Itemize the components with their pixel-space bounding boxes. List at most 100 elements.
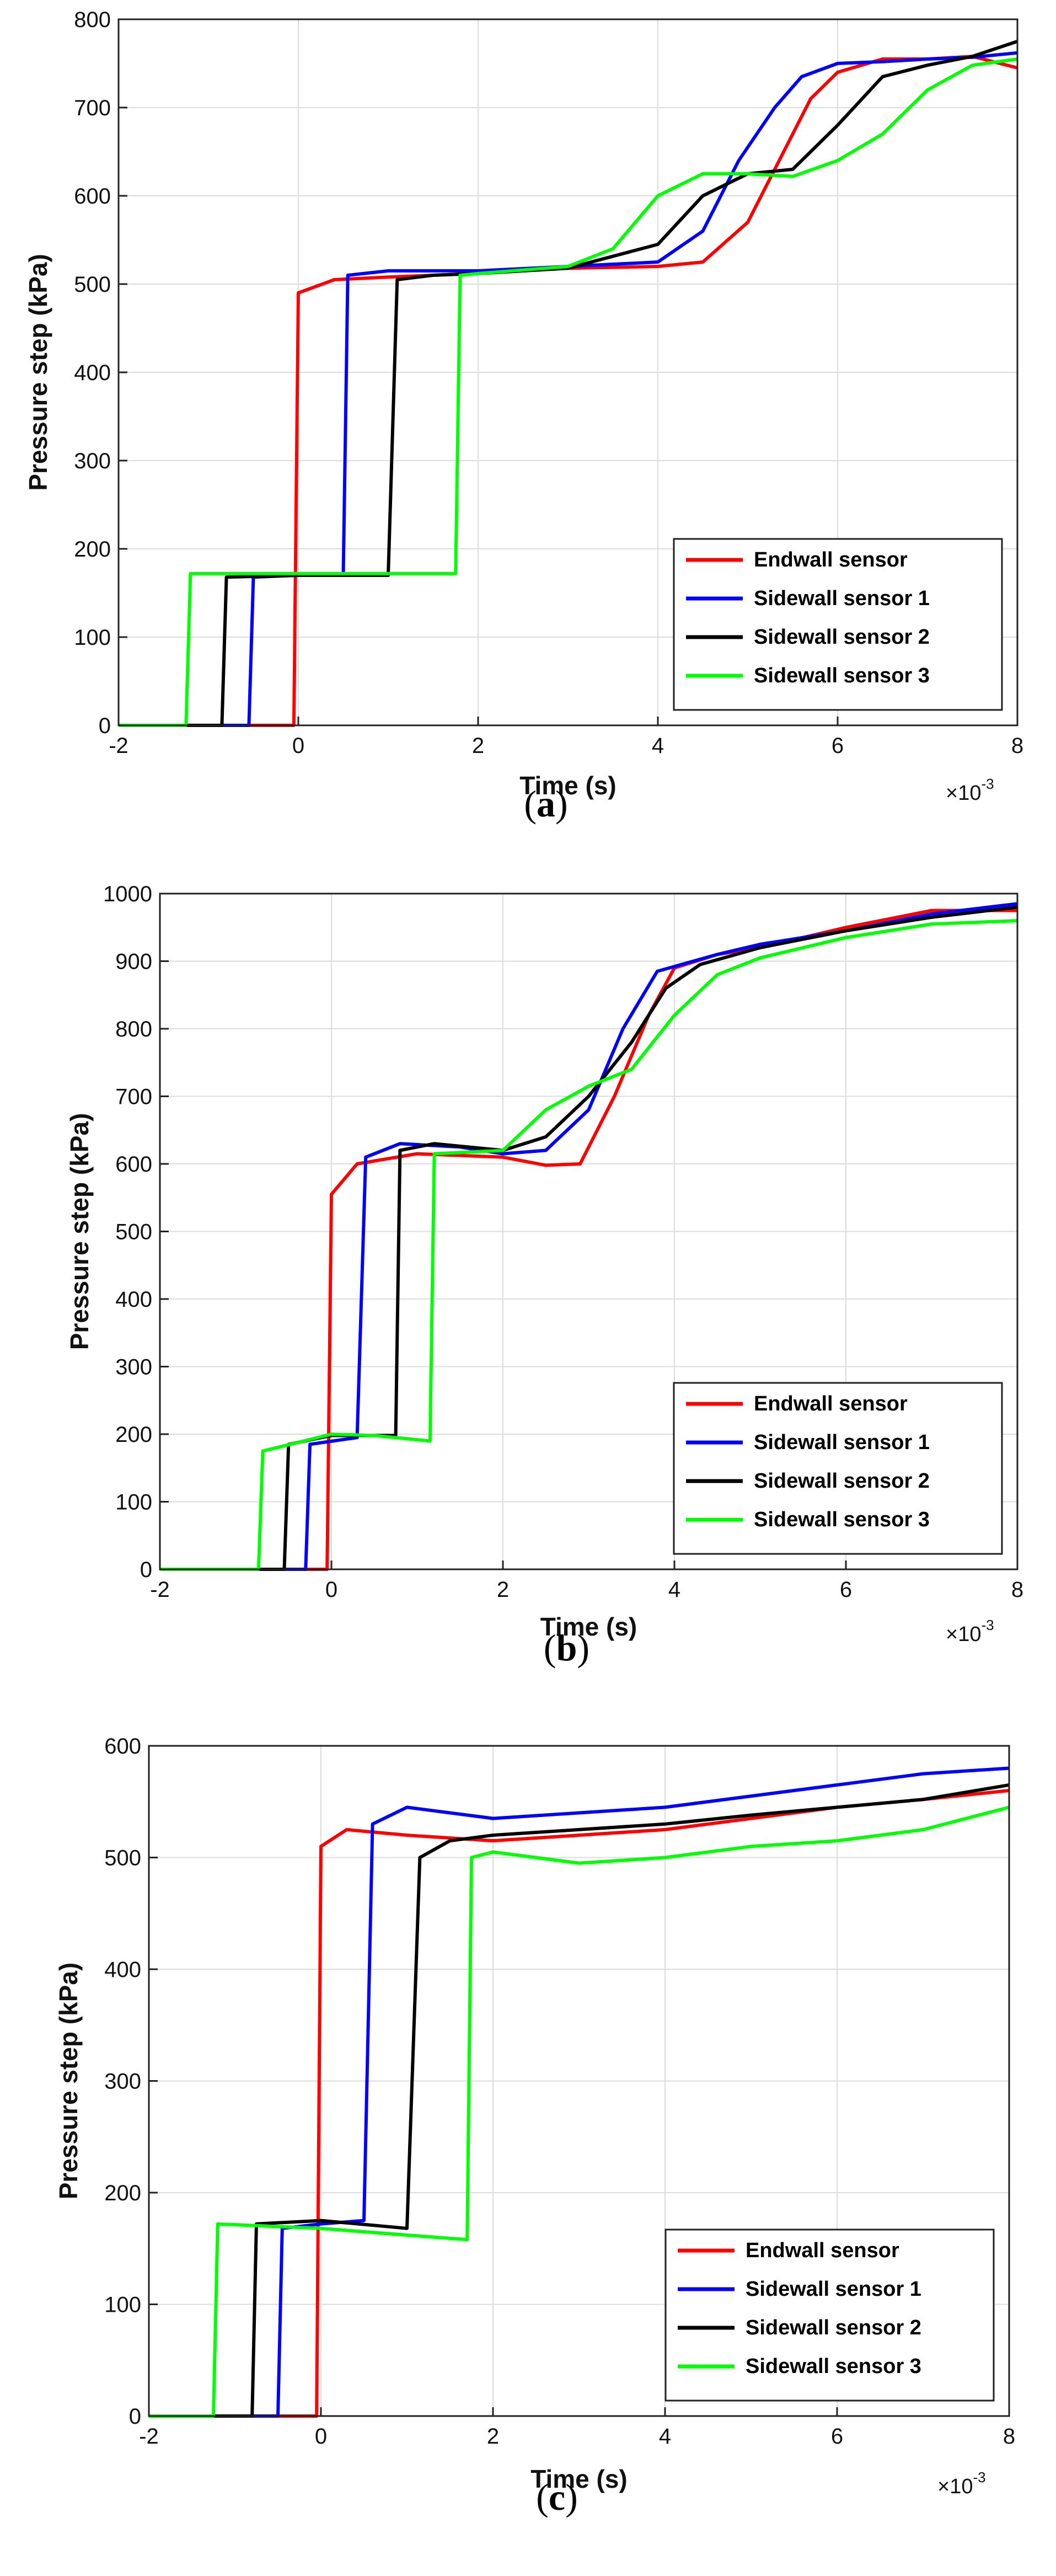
x-multiplier-base: ×10 <box>946 1623 981 1646</box>
panel-label-open: ( <box>524 783 537 825</box>
legend-entry: Sidewall sensor 2 <box>746 2316 921 2339</box>
y-tick-label: 200 <box>115 1423 152 1447</box>
legend-entry: Endwall sensor <box>754 1392 908 1415</box>
legend-entry: Sidewall sensor 2 <box>754 626 930 649</box>
x-multiplier-exponent: -3 <box>981 776 994 792</box>
y-tick-label: 1000 <box>103 882 152 906</box>
y-tick-label: 500 <box>104 1846 141 1870</box>
x-axis-label: Time (s) <box>530 2465 628 2493</box>
x-axis-label: Time (s) <box>519 771 617 800</box>
legend-entry: Endwall sensor <box>754 548 908 571</box>
x-tick-label: 8 <box>1003 2424 1015 2449</box>
series-line-sidewall-sensor-1 <box>160 902 1018 1571</box>
y-tick-label: 0 <box>99 714 111 738</box>
legend-entry: Sidewall sensor 1 <box>754 587 930 610</box>
y-tick-label: 100 <box>104 2293 141 2317</box>
y-tick-label: 0 <box>129 2404 141 2429</box>
x-multiplier-base: ×10 <box>946 782 981 805</box>
y-tick-label: 600 <box>74 184 111 209</box>
x-tick-label: 4 <box>668 1578 680 1602</box>
x-multiplier-exponent: -3 <box>973 2469 985 2486</box>
panel-label-open: ( <box>544 1627 556 1669</box>
x-tick-label: 2 <box>487 2424 499 2449</box>
series-line-sidewall-sensor-3 <box>149 1805 1010 2418</box>
x-multiplier-base: ×10 <box>937 2475 973 2498</box>
y-tick-label: 700 <box>74 96 111 120</box>
series-line-sidewall-sensor-2 <box>119 40 1018 727</box>
panel-label-letter: b <box>556 1627 577 1669</box>
x-tick-label: -2 <box>139 2424 159 2449</box>
y-tick-label: 300 <box>115 1355 152 1380</box>
x-multiplier-exponent: -3 <box>981 1617 994 1633</box>
legend-entry: Sidewall sensor 3 <box>754 664 930 687</box>
y-tick-label: 100 <box>115 1490 152 1515</box>
panel-label-close: ) <box>577 1627 589 1669</box>
legend: Endwall sensor Sidewall sensor 1 Sidewall … <box>673 1382 1003 1555</box>
x-multiplier: ×10-3 <box>946 776 994 805</box>
y-tick-label: 500 <box>115 1220 152 1244</box>
panel-label-open: ( <box>536 2476 549 2518</box>
panel-label-letter: a <box>537 783 555 825</box>
x-tick-label: 8 <box>1011 1578 1023 1602</box>
legend-box <box>664 2228 995 2402</box>
y-tick-label: 900 <box>115 950 152 974</box>
x-tick-label: 8 <box>1011 734 1023 758</box>
x-tick-label: 6 <box>832 734 844 758</box>
legend-entry: Sidewall sensor 1 <box>746 2278 921 2301</box>
y-tick-label: 300 <box>74 449 111 473</box>
x-tick-label: 4 <box>659 2424 671 2449</box>
y-axis-label: Pressure step (kPa) <box>54 1963 83 2200</box>
y-tick-label: 400 <box>115 1287 152 1312</box>
legend: Endwall sensor Sidewall sensor 1 Sidewall … <box>664 2228 995 2402</box>
x-multiplier: ×10-3 <box>946 1617 994 1646</box>
y-tick-label: 400 <box>74 361 111 385</box>
panel-label: (b) <box>544 1627 589 1669</box>
y-axis-label: Pressure step (kPa) <box>65 1113 94 1350</box>
x-tick-label: 2 <box>497 1578 509 1602</box>
y-tick-label: 300 <box>104 2070 141 2094</box>
x-tick-label: 2 <box>472 734 484 758</box>
y-tick-label: 600 <box>104 1734 141 1759</box>
y-tick-label: 600 <box>115 1152 152 1177</box>
x-tick-label: -2 <box>150 1578 170 1602</box>
x-tick-label: 6 <box>831 2424 843 2449</box>
series-line-endwall-sensor <box>119 55 1018 727</box>
y-tick-label: 800 <box>115 1017 152 1041</box>
legend-entry: Endwall sensor <box>746 2239 899 2262</box>
legend-entry: Sidewall sensor 1 <box>754 1431 930 1454</box>
x-tick-label: 6 <box>840 1578 852 1602</box>
series-line-sidewall-sensor-2 <box>149 1783 1010 2418</box>
series-line-sidewall-sensor-3 <box>160 919 1018 1571</box>
legend: Endwall sensor Sidewall sensor 1 Sidewall … <box>673 538 1003 711</box>
legend-entry: Sidewall sensor 3 <box>746 2355 921 2378</box>
panel-label-letter: c <box>549 2476 565 2518</box>
chart-panel-b: -2 0 2 4 6 801002003004005006007008009001000T… <box>65 882 1023 1669</box>
y-tick-label: 200 <box>74 537 111 562</box>
x-tick-label: 0 <box>315 2424 327 2449</box>
y-tick-label: 200 <box>104 2181 141 2205</box>
legend-entry: Sidewall sensor 2 <box>754 1469 930 1493</box>
x-multiplier: ×10-3 <box>937 2469 986 2498</box>
y-tick-label: 400 <box>104 1958 141 1982</box>
y-tick-label: 0 <box>140 1558 152 1582</box>
y-tick-label: 100 <box>74 626 111 650</box>
panel-label-close: ) <box>565 2476 578 2518</box>
x-axis-label: Time (s) <box>540 1612 637 1641</box>
panel-label: (c) <box>536 2476 578 2518</box>
x-tick-label: 0 <box>292 734 304 758</box>
y-tick-label: 700 <box>115 1085 152 1109</box>
series-line-sidewall-sensor-3 <box>119 57 1018 727</box>
panel-label-close: ) <box>555 783 568 825</box>
y-axis-label: Pressure step (kPa) <box>24 254 52 491</box>
panel-label: (a) <box>524 783 567 825</box>
x-tick-label: 4 <box>652 734 664 758</box>
x-tick-label: 0 <box>325 1578 337 1602</box>
x-tick-label: -2 <box>109 734 128 758</box>
y-tick-label: 500 <box>74 272 111 297</box>
legend-box <box>673 538 1003 711</box>
legend-entry: Sidewall sensor 3 <box>754 1508 930 1531</box>
